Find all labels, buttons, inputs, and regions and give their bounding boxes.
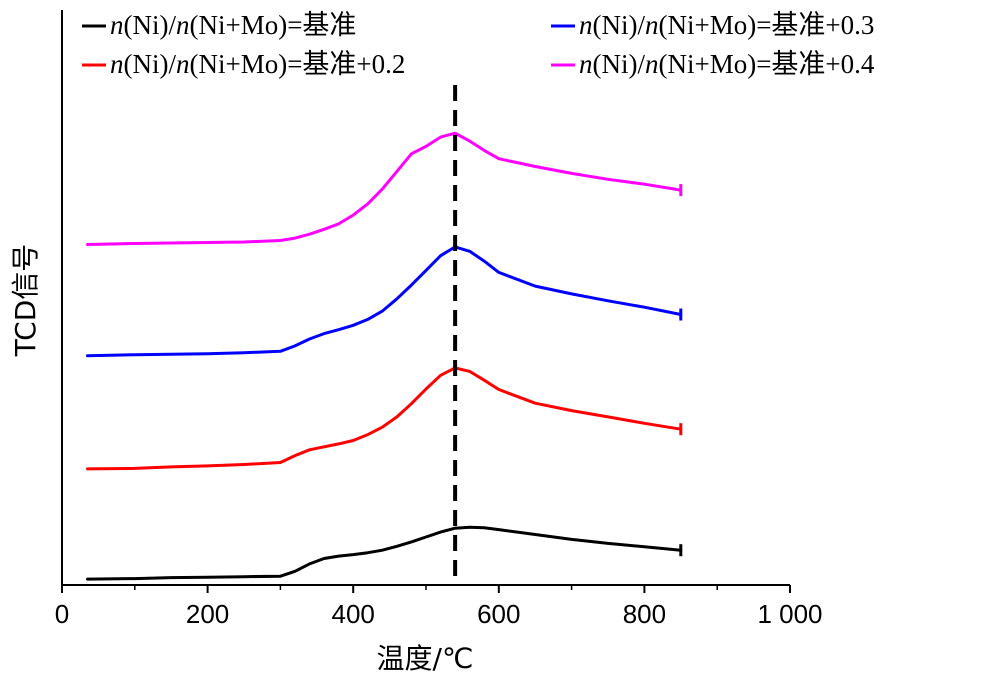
legend-label-3: n(Ni)/n(Ni+Mo)=基准+0.4 [579, 49, 875, 79]
axes: 0 200 400 600 800 1 000 [55, 10, 823, 629]
series-line-1 [86, 366, 683, 471]
y-axis-label: TCD信号 [9, 244, 42, 358]
plot-area [86, 85, 683, 581]
legend-label-1: n(Ni)/n(Ni+Mo)=基准+0.2 [110, 49, 405, 79]
x-tick-label: 600 [477, 599, 520, 629]
series-line-2 [86, 245, 683, 358]
legend: n(Ni)/n(Ni+Mo)=基准 n(Ni)/n(Ni+Mo)=基准+0.2 n(… [82, 10, 875, 79]
x-tick-label: 400 [332, 599, 375, 629]
legend-label-0: n(Ni)/n(Ni+Mo)=基准 [110, 10, 356, 40]
x-axis-label: 温度/℃ [377, 642, 474, 675]
series-line-0 [86, 525, 683, 581]
x-tick-label: 200 [186, 599, 229, 629]
x-tick-label: 800 [623, 599, 666, 629]
series-line-3 [86, 131, 683, 246]
legend-label-2: n(Ni)/n(Ni+Mo)=基准+0.3 [579, 10, 874, 40]
x-tick-label: 0 [55, 599, 69, 629]
x-tick-label: 1 000 [757, 599, 822, 629]
